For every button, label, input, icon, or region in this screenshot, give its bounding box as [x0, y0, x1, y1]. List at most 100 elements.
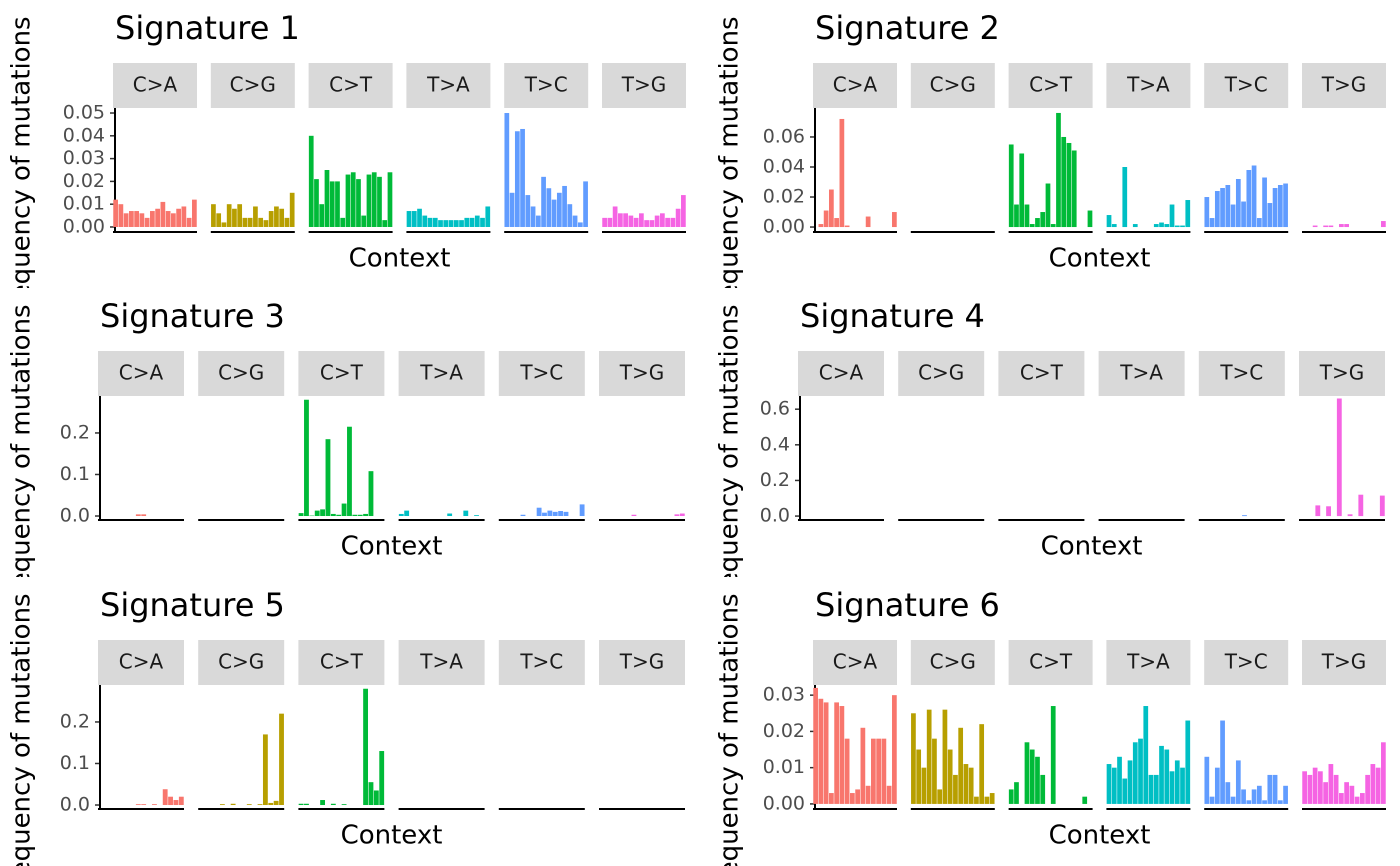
bar: [1323, 782, 1328, 804]
bar: [813, 687, 818, 804]
bar: [345, 174, 351, 227]
facet-strip: [1008, 640, 1093, 685]
bar: [1035, 218, 1040, 228]
bar: [178, 796, 184, 806]
bar: [963, 764, 969, 804]
bar: [453, 220, 459, 227]
facet-label: C>A: [119, 361, 164, 385]
bar: [1127, 760, 1133, 804]
bar: [1035, 756, 1040, 804]
bar: [448, 220, 454, 227]
bar: [530, 206, 536, 227]
bar: [968, 767, 974, 804]
bar: [520, 514, 526, 517]
facet-label: T>C: [1224, 73, 1268, 97]
panel-title: Signature 6: [815, 586, 1000, 624]
facet-strip: [813, 640, 897, 685]
bar: [535, 215, 541, 227]
bar: [1235, 760, 1241, 804]
bar: [459, 220, 464, 227]
bar: [1008, 789, 1014, 804]
bar: [1381, 221, 1386, 228]
bar: [304, 399, 309, 517]
bar: [1122, 166, 1128, 228]
facet-strip: [198, 351, 285, 396]
bar: [1024, 742, 1030, 804]
facet-strip: [602, 63, 686, 108]
bar: [113, 199, 118, 227]
bar: [989, 793, 995, 804]
bar: [504, 113, 510, 227]
bar: [340, 217, 346, 227]
bar: [525, 195, 531, 227]
facet-label: T>C: [1224, 650, 1268, 674]
bar: [1375, 767, 1381, 804]
bar: [1148, 774, 1154, 804]
y-tick-label: 0.0: [60, 505, 90, 527]
bar: [1061, 136, 1067, 228]
bar: [1143, 706, 1149, 804]
facet-strip: [113, 63, 197, 108]
y-tick-label: 0.00: [63, 215, 105, 237]
y-tick-label: 0.02: [763, 186, 805, 208]
bar: [551, 199, 557, 227]
facet-strip: [813, 63, 897, 108]
facet-label: C>A: [833, 73, 878, 97]
y-tick-label: 0.03: [63, 147, 105, 169]
bar: [171, 213, 176, 227]
bar: [335, 181, 340, 227]
bar: [363, 688, 369, 806]
bar: [1328, 225, 1334, 228]
y-tick-label: 0.04: [63, 124, 105, 146]
y-tick-label: 0.2: [760, 469, 790, 491]
y-tick-label: 0.6: [760, 398, 790, 420]
bar: [186, 217, 192, 227]
facet-strip: [98, 640, 184, 685]
bar: [860, 727, 866, 804]
bar: [1029, 224, 1035, 228]
bar: [230, 803, 236, 806]
bar: [485, 206, 491, 227]
bar: [1180, 767, 1185, 804]
bar: [844, 738, 850, 804]
bar: [1358, 494, 1364, 517]
bar: [268, 802, 274, 806]
bar: [1082, 796, 1088, 804]
facet-label: C>T: [1029, 73, 1073, 97]
x-axis-label: Context: [1049, 821, 1151, 851]
facet-strip: [1106, 63, 1191, 108]
bar: [911, 713, 916, 804]
bar: [1138, 738, 1143, 804]
bar: [579, 504, 585, 517]
bar: [1180, 225, 1185, 228]
bar: [1230, 796, 1236, 804]
bar: [1381, 742, 1386, 804]
facet-strip: [998, 351, 1085, 396]
bar: [463, 510, 469, 517]
bar: [1056, 112, 1061, 228]
facet-label: T>A: [419, 361, 463, 385]
bar: [932, 738, 937, 804]
facet-label: C>T: [1029, 650, 1073, 674]
bar: [253, 206, 258, 227]
bar: [404, 510, 410, 517]
facet-label: C>G: [230, 73, 276, 97]
facet-strip: [308, 63, 393, 108]
facet-label: C>T: [320, 650, 364, 674]
y-tick-label: 0.0: [60, 794, 90, 816]
bar: [357, 514, 363, 517]
bar: [547, 510, 553, 517]
bar: [1225, 185, 1231, 228]
facet-strip: [1198, 351, 1285, 396]
bar: [274, 206, 279, 227]
bar: [129, 211, 134, 227]
bar: [1267, 774, 1273, 804]
bar: [562, 185, 567, 227]
bar: [558, 511, 564, 517]
bar: [1277, 800, 1283, 804]
facet-label: C>G: [930, 73, 976, 97]
facet-label: C>T: [329, 73, 373, 97]
bar: [308, 135, 314, 227]
bar: [818, 698, 824, 804]
